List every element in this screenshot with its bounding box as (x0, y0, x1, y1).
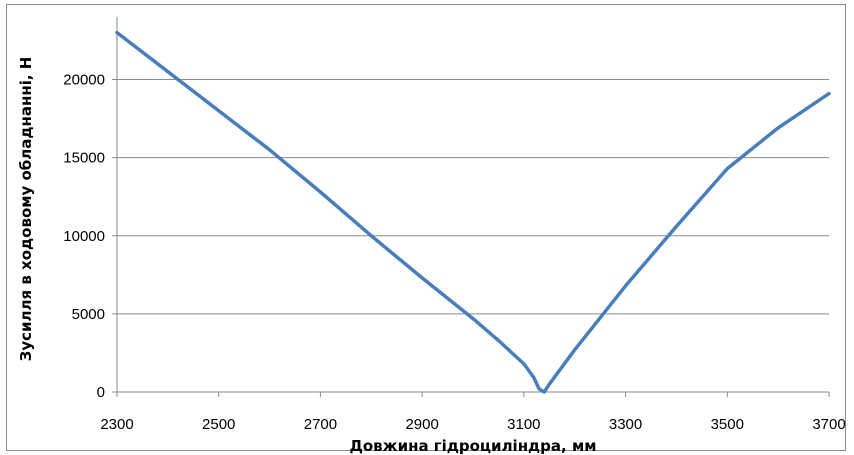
x-tick-label-3100: 3100 (507, 416, 540, 433)
x-tick-label-2900: 2900 (405, 416, 438, 433)
y-tick-label-0: 0 (97, 384, 105, 401)
x-tick-label-3300: 3300 (609, 416, 642, 433)
series-line-0 (115, 30, 831, 394)
gridlines (117, 79, 829, 315)
x-tick-label-3700: 3700 (812, 416, 845, 433)
axes (112, 17, 830, 397)
series-layer (115, 30, 831, 394)
x-tick-label-3500: 3500 (711, 416, 744, 433)
chart-frame (6, 4, 846, 451)
y-tick-label-15000: 15000 (63, 150, 105, 167)
x-axis-title: Довжина гідроциліндра, мм (350, 437, 597, 455)
x-tick-label-2700: 2700 (304, 416, 337, 433)
y-tick-label-10000: 10000 (63, 228, 105, 245)
y-tick-label-20000: 20000 (63, 72, 105, 89)
x-tick-label-2300: 2300 (100, 416, 133, 433)
y-axis-title: Зусилля в ходовому обладнанні, Н (17, 57, 35, 362)
y-tick-label-5000: 5000 (72, 306, 105, 323)
tick-labels: 0 5000 10000 15000 20000 2300 2500 2700 2900 3100… (63, 72, 845, 434)
x-tick-label-2500: 2500 (202, 416, 235, 433)
